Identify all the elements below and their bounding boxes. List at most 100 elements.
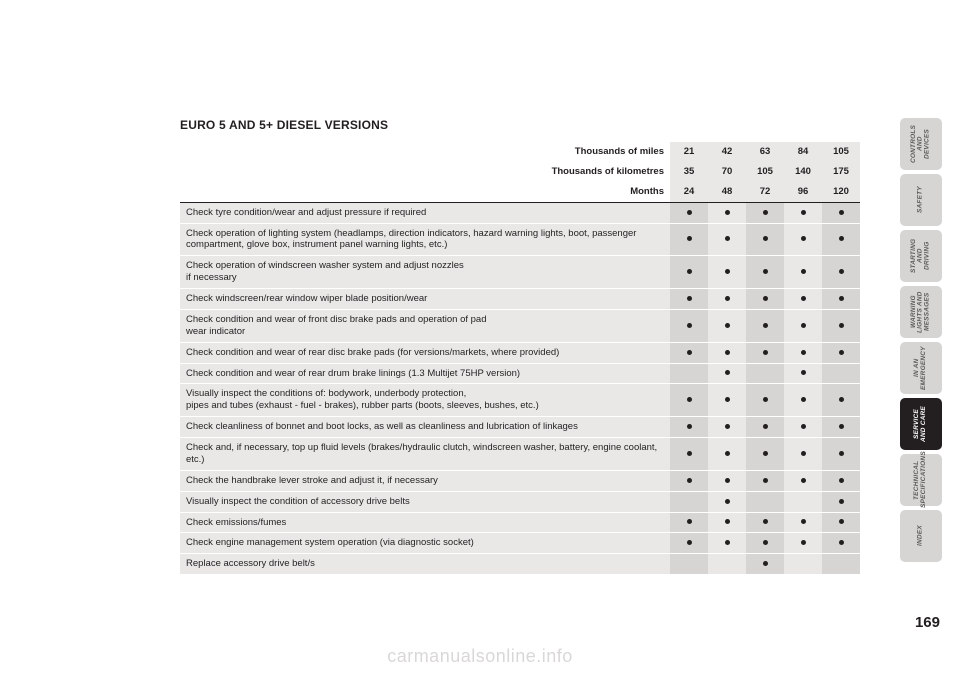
bullet-icon	[725, 499, 730, 504]
mark-cell	[822, 342, 860, 363]
bullet-icon	[763, 478, 768, 483]
mark-cell	[670, 384, 708, 417]
mark-cell	[670, 223, 708, 256]
row-description: Check and, if necessary, top up fluid le…	[180, 438, 670, 471]
header-value: 84	[784, 142, 822, 162]
page-number: 169	[915, 614, 940, 631]
mark-cell	[708, 533, 746, 554]
table-row: Visually inspect the conditions of: body…	[180, 384, 860, 417]
bullet-icon	[839, 210, 844, 215]
mark-cell	[708, 512, 746, 533]
section-tab[interactable]: INDEX	[900, 510, 942, 562]
section-tab[interactable]: IN ANEMERGENCY	[900, 342, 942, 394]
table-row: Check windscreen/rear window wiper blade…	[180, 289, 860, 310]
row-description: Check operation of windscreen washer sys…	[180, 256, 670, 289]
mark-cell	[784, 384, 822, 417]
mark-cell	[784, 512, 822, 533]
row-description: Check cleanliness of bonnet and boot loc…	[180, 417, 670, 438]
row-description: Check condition and wear of front disc b…	[180, 309, 670, 342]
mark-cell	[784, 309, 822, 342]
mark-cell	[822, 309, 860, 342]
mark-cell	[822, 417, 860, 438]
bullet-icon	[801, 424, 806, 429]
mark-cell	[670, 256, 708, 289]
bullet-icon	[687, 519, 692, 524]
bullet-icon	[725, 540, 730, 545]
mark-cell	[670, 202, 708, 223]
watermark: carmanualsonline.info	[0, 646, 960, 667]
mark-cell	[784, 202, 822, 223]
mark-cell	[784, 289, 822, 310]
bullet-icon	[725, 519, 730, 524]
mark-cell	[822, 554, 860, 575]
header-value: 140	[784, 162, 822, 182]
bullet-icon	[801, 451, 806, 456]
table-row: Check condition and wear of rear drum br…	[180, 363, 860, 384]
bullet-icon	[801, 397, 806, 402]
mark-cell	[708, 342, 746, 363]
mark-cell	[784, 533, 822, 554]
mark-cell	[708, 309, 746, 342]
mark-cell	[746, 342, 784, 363]
table-row: Check engine management system operation…	[180, 533, 860, 554]
section-tab[interactable]: SERVICEAND CARE	[900, 398, 942, 450]
mark-cell	[822, 384, 860, 417]
bullet-icon	[839, 296, 844, 301]
row-description: Check the handbrake lever stroke and adj…	[180, 470, 670, 491]
bullet-icon	[687, 451, 692, 456]
header-label: Thousands of kilometres	[180, 162, 670, 182]
mark-cell	[822, 491, 860, 512]
section-title: EURO 5 AND 5+ DIESEL VERSIONS	[180, 118, 860, 132]
mark-cell	[822, 512, 860, 533]
bullet-icon	[839, 236, 844, 241]
mark-cell	[746, 417, 784, 438]
bullet-icon	[725, 269, 730, 274]
bullet-icon	[725, 350, 730, 355]
bullet-icon	[801, 519, 806, 524]
bullet-icon	[763, 424, 768, 429]
bullet-icon	[763, 451, 768, 456]
table-row: Check tyre condition/wear and adjust pre…	[180, 202, 860, 223]
bullet-icon	[839, 397, 844, 402]
table-row: Check emissions/fumes	[180, 512, 860, 533]
header-value: 105	[822, 142, 860, 162]
bullet-icon	[763, 561, 768, 566]
mark-cell	[822, 533, 860, 554]
bullet-icon	[763, 323, 768, 328]
bullet-icon	[763, 236, 768, 241]
mark-cell	[784, 554, 822, 575]
bullet-icon	[687, 424, 692, 429]
section-tab[interactable]: CONTROLSAND DEVICES	[900, 118, 942, 170]
schedule-table: Thousands of miles21426384105Thousands o…	[180, 142, 860, 575]
table-row: Check operation of windscreen washer sys…	[180, 256, 860, 289]
section-tab[interactable]: WARNINGLIGHTS ANDMESSAGES	[900, 286, 942, 338]
section-tab[interactable]: SAFETY	[900, 174, 942, 226]
header-value: 72	[746, 182, 784, 202]
bullet-icon	[725, 424, 730, 429]
bullet-icon	[839, 540, 844, 545]
mark-cell	[746, 554, 784, 575]
header-value: 42	[708, 142, 746, 162]
row-description: Visually inspect the conditions of: body…	[180, 384, 670, 417]
table-row: Replace accessory drive belt/s	[180, 554, 860, 575]
bullet-icon	[801, 269, 806, 274]
mark-cell	[708, 384, 746, 417]
mark-cell	[784, 342, 822, 363]
bullet-icon	[687, 210, 692, 215]
bullet-icon	[725, 478, 730, 483]
bullet-icon	[763, 540, 768, 545]
bullet-icon	[687, 236, 692, 241]
table-row: Visually inspect the condition of access…	[180, 491, 860, 512]
section-tab[interactable]: STARTINGAND DRIVING	[900, 230, 942, 282]
bullet-icon	[763, 296, 768, 301]
mark-cell	[746, 363, 784, 384]
bullet-icon	[801, 296, 806, 301]
mark-cell	[746, 470, 784, 491]
bullet-icon	[801, 540, 806, 545]
section-tab[interactable]: TECHNICALSPECIFICATIONS	[900, 454, 942, 506]
mark-cell	[670, 438, 708, 471]
mark-cell	[708, 438, 746, 471]
row-description: Replace accessory drive belt/s	[180, 554, 670, 575]
mark-cell	[670, 289, 708, 310]
bullet-icon	[839, 499, 844, 504]
